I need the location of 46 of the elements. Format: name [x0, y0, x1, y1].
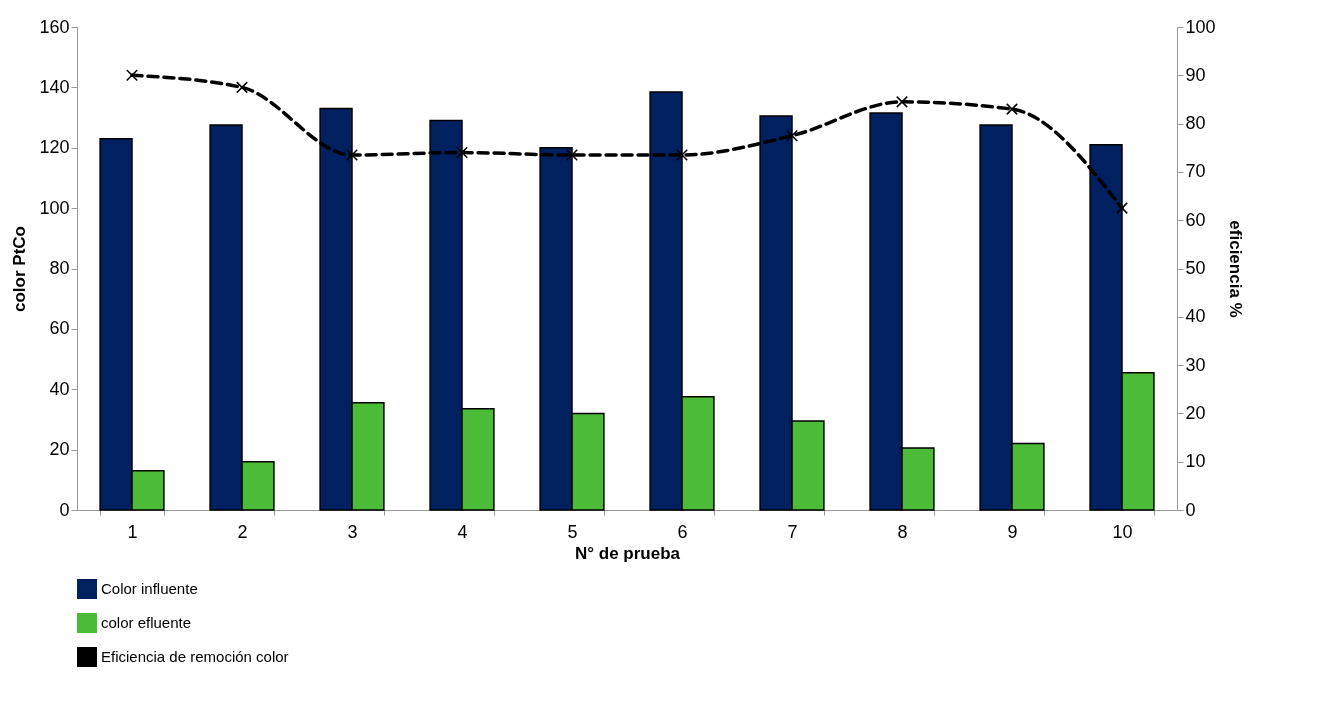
y2-tick-label: 60 — [1185, 209, 1206, 230]
y2-tick-label: 10 — [1185, 451, 1206, 472]
point — [346, 149, 358, 161]
y2-axis-title: eficiencia % — [1225, 220, 1245, 318]
y-tick-label: 40 — [49, 378, 70, 399]
point — [896, 95, 908, 108]
y-axis-title: color PtCo — [10, 226, 30, 312]
y2-tick-label: 30 — [1185, 354, 1206, 375]
y-tick-label: 60 — [49, 318, 70, 339]
legend-label: Color influente — [101, 580, 198, 597]
x-tick-label: 5 — [567, 521, 578, 542]
y2-tick-label: 90 — [1185, 64, 1206, 85]
x-axis-title: N° de prueba — [574, 543, 681, 563]
y2-tick-label: 50 — [1185, 258, 1206, 278]
x-tick-label: 1 — [127, 521, 138, 542]
x-tick-label: 10 — [1112, 521, 1133, 542]
y-tick-label: 80 — [49, 258, 70, 278]
point — [676, 149, 688, 161]
point — [1006, 103, 1018, 116]
x-tick-label: 6 — [677, 521, 688, 542]
y-tick-label: 120 — [39, 137, 70, 158]
point — [456, 146, 468, 159]
x-tick-label: 9 — [1007, 521, 1018, 542]
x-tick-label: 8 — [897, 521, 908, 542]
y2-tick-label: 40 — [1185, 306, 1206, 327]
point — [786, 129, 798, 142]
legend-label: color efluente — [101, 614, 192, 631]
y-tick-label: 20 — [49, 439, 70, 460]
y-tick-label: 160 — [39, 16, 70, 37]
y2-tick-label: 80 — [1185, 113, 1206, 134]
y2-tick-label: 100 — [1185, 16, 1216, 37]
y2-tick-label: 0 — [1185, 499, 1196, 520]
x-tick-label: 3 — [347, 521, 358, 542]
point — [126, 69, 138, 82]
x-tick-label: 7 — [787, 521, 798, 542]
y2-tick-label: 70 — [1185, 161, 1206, 182]
x-tick-label: 4 — [457, 521, 468, 542]
x-tick-label: 2 — [237, 521, 248, 542]
y-tick-label: 0 — [59, 499, 70, 520]
y2-tick-label: 20 — [1185, 402, 1206, 423]
point — [236, 81, 248, 94]
legend-label: Eficiencia de remoción color — [101, 648, 289, 665]
point — [566, 149, 578, 161]
point — [1116, 202, 1128, 215]
y-tick-label: 100 — [39, 197, 70, 218]
y-tick-label: 140 — [39, 76, 70, 97]
